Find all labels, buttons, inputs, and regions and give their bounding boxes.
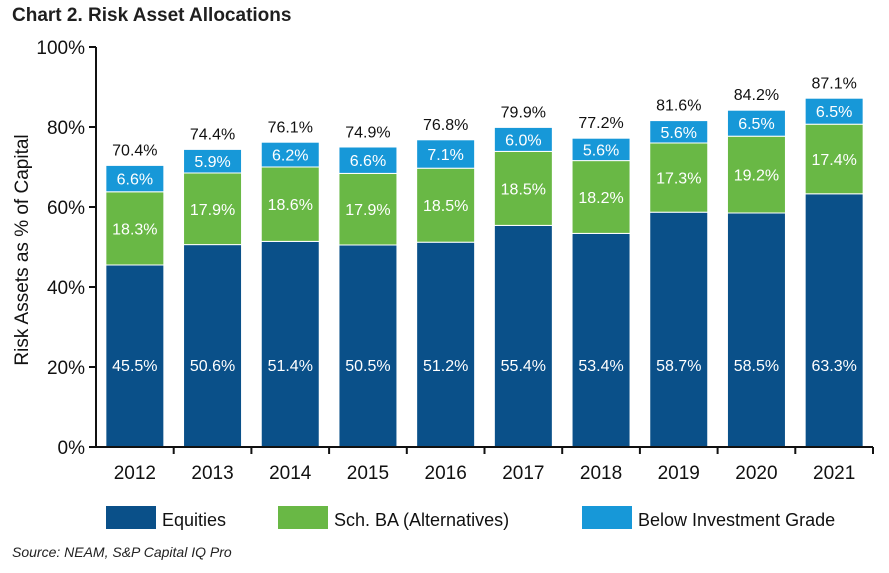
bar-segment-alternatives [726, 135, 786, 214]
bar-total-label: 76.8% [423, 117, 468, 134]
x-tick-label: 2021 [813, 463, 855, 484]
bar-segment-alternatives [493, 150, 553, 226]
legend-swatch [106, 506, 156, 529]
bar-value-label: 51.4% [268, 358, 313, 375]
bar-value-label: 6.2% [272, 148, 308, 165]
bar-segment-equities [338, 244, 398, 448]
bar-value-label: 45.5% [112, 358, 157, 375]
bar-value-label: 6.6% [350, 153, 386, 170]
bar-value-label: 6.5% [816, 104, 852, 121]
legend-swatch [582, 506, 632, 529]
bar-value-label: 55.4% [501, 358, 546, 375]
bar-total-label: 81.6% [656, 98, 701, 115]
bar-value-label: 5.9% [194, 154, 230, 171]
bar-value-label: 51.2% [423, 358, 468, 375]
legend-label: Below Investment Grade [638, 510, 835, 530]
bar-value-label: 17.4% [811, 152, 856, 169]
x-axis: 2012 2013 2014 2015 2016 2017 2018 2019 2020 2021 [96, 446, 874, 484]
bar-value-label: 18.6% [268, 197, 313, 214]
bar-total-label: 79.9% [501, 104, 546, 121]
bar-segment-below-ig [804, 97, 864, 125]
bar-value-label: 19.2% [734, 168, 779, 185]
y-tick-label: 100% [36, 38, 85, 59]
bar-segment-below-ig [338, 146, 398, 174]
bar-value-label: 53.4% [578, 358, 623, 375]
bar-value-label: 18.3% [112, 221, 157, 238]
x-tick-label: 2013 [191, 463, 233, 484]
bar-value-label: 17.9% [190, 202, 235, 219]
bar-value-label: 58.5% [734, 358, 779, 375]
source-note: Source: NEAM, S&P Capital IQ Pro [12, 544, 232, 560]
bar-value-label: 50.5% [345, 358, 390, 375]
x-tick-label: 2019 [658, 463, 700, 484]
y-axis-title: Risk Assets as % of Capital [12, 134, 33, 365]
bar-segment-below-ig [571, 137, 631, 162]
y-tick-label: 20% [47, 358, 85, 379]
bar-value-label: 5.6% [583, 142, 619, 159]
bar-segment-below-ig [726, 109, 786, 137]
bar-total-label: 84.2% [734, 87, 779, 104]
bar-segment-equities [493, 224, 553, 448]
bar-total-label: 70.4% [112, 142, 157, 159]
bar-segment-equities [804, 193, 864, 448]
bar-value-label: 5.6% [661, 125, 697, 142]
bar-segment-equities [183, 244, 243, 448]
bar-value-label: 63.3% [811, 358, 856, 375]
y-tick-label: 40% [47, 278, 85, 299]
y-tick-label: 60% [47, 198, 85, 219]
bar-segment-alternatives [260, 166, 320, 242]
bar-value-label: 6.5% [738, 116, 774, 133]
x-tick-label: 2012 [114, 463, 156, 484]
bar-segment-equities [416, 241, 476, 448]
bar-value-label: 18.2% [578, 190, 623, 207]
legend-label: Equities [162, 510, 226, 530]
y-tick-label: 0% [58, 438, 86, 459]
bar-segment-alternatives [183, 172, 243, 246]
bar-segment-below-ig [105, 164, 165, 193]
bar-segment-equities [260, 240, 320, 448]
bar-segment-equities [726, 212, 786, 448]
legend-swatch [278, 506, 328, 529]
bar-value-label: 50.6% [190, 358, 235, 375]
bar-segment-alternatives [571, 160, 631, 234]
bar-segment-below-ig [260, 141, 320, 168]
bar-value-label: 58.7% [656, 358, 701, 375]
bar-total-label: 77.2% [578, 115, 623, 132]
y-axis: 0% 20% 40% 60% 80% 100% [36, 38, 97, 459]
bar-total-label: 74.9% [345, 124, 390, 141]
bar-value-label: 18.5% [501, 181, 546, 198]
x-tick-label: 2020 [735, 463, 777, 484]
bar-segment-below-ig [649, 120, 709, 144]
bar-value-label: 17.3% [656, 171, 701, 188]
bar-segment-below-ig [416, 139, 476, 169]
legend: Equities Sch. BA (Alternatives) Below Inve… [106, 506, 835, 530]
bar-segment-equities [105, 264, 165, 448]
x-tick-label: 2018 [580, 463, 622, 484]
bar-value-label: 6.6% [117, 172, 153, 189]
x-tick-label: 2015 [347, 463, 389, 484]
bar-value-label: 17.9% [345, 202, 390, 219]
bar-total-label: 76.1% [268, 120, 313, 137]
bar-segment-alternatives [338, 172, 398, 246]
legend-label: Sch. BA (Alternatives) [334, 510, 509, 530]
bar-value-label: 7.1% [427, 147, 463, 164]
bar-value-label: 6.0% [505, 132, 541, 149]
bar-segment-alternatives [804, 123, 864, 195]
bar-value-label: 18.5% [423, 198, 468, 215]
bar-segment-equities [649, 211, 709, 448]
x-tick-label: 2016 [425, 463, 467, 484]
bars: 45.5% 18.3% 6.6% 70.4% 50.6% 17.9% 5.9% 74.4% 51… [105, 76, 864, 448]
x-tick-label: 2017 [502, 463, 544, 484]
bar-segment-alternatives [649, 142, 709, 213]
bar-segment-below-ig [183, 148, 243, 174]
bar-segment-below-ig [493, 126, 553, 152]
bar-total-label: 74.4% [190, 126, 235, 143]
y-tick-label: 80% [47, 118, 85, 139]
x-tick-label: 2014 [269, 463, 312, 484]
bar-total-label: 87.1% [811, 76, 856, 93]
chart-title: Chart 2. Risk Asset Allocations [12, 5, 292, 26]
bar-segment-equities [571, 232, 631, 448]
